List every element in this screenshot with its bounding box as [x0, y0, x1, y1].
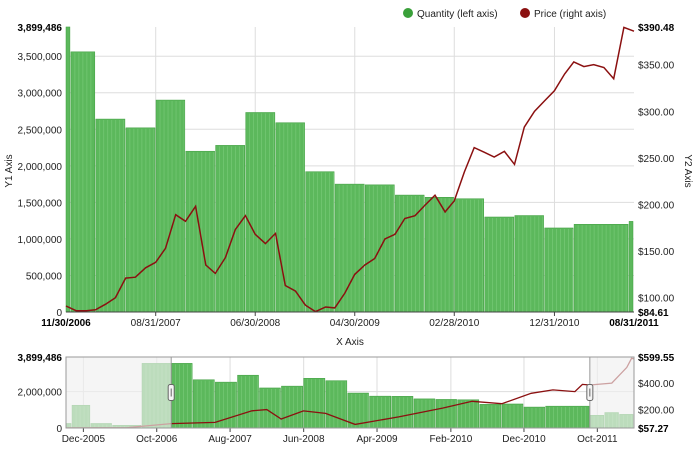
y2-tick-label: $200.00 [638, 405, 675, 416]
x-tick-label: Oct-2006 [136, 434, 178, 445]
y1-tick-label: 2,000,000 [18, 388, 63, 399]
x-tick-label: Aug-2007 [208, 434, 252, 445]
y1-max-label: 3,899,486 [18, 353, 63, 364]
legend: Quantity (left axis) Price (right axis) [403, 8, 606, 20]
quantity-bar[interactable] [628, 221, 634, 313]
quantity-bar[interactable] [523, 406, 545, 429]
navigator-mask-right [589, 357, 634, 428]
y2-tick-label: $350.00 [638, 61, 675, 72]
x-tick-label: 12/31/2010 [529, 318, 579, 329]
y2-tick-label: $300.00 [638, 107, 675, 118]
quantity-bar[interactable] [259, 387, 281, 429]
x-tick-label: Oct-2011 [577, 434, 618, 445]
y2-max-label: $390.48 [638, 23, 675, 34]
x-axis-title: X Axis [336, 337, 364, 348]
x-start-label: 11/30/2006 [41, 318, 91, 329]
y1-axis-title: Y1 Axis [4, 154, 15, 187]
quantity-bar[interactable] [237, 374, 259, 429]
quantity-bar[interactable] [573, 224, 629, 313]
quantity-bar[interactable] [65, 26, 71, 313]
quantity-bar[interactable] [155, 99, 186, 313]
quantity-bar[interactable] [275, 122, 305, 313]
quantity-bar[interactable] [484, 216, 515, 313]
x-tick-label: Dec-2005 [62, 434, 106, 445]
navigator-chart[interactable]: 0 2,000,000 3,899,486 $200.00 $400.00 $599.55… [18, 353, 675, 445]
quantity-bar[interactable] [545, 405, 590, 429]
y1-tick-label: 3,000,000 [18, 89, 63, 100]
y2-tick-label: $150.00 [638, 247, 675, 258]
y1-tick-label: 500,000 [26, 271, 63, 282]
quantity-bar[interactable] [479, 404, 502, 429]
quantity-bar[interactable] [514, 215, 544, 313]
quantity-bar[interactable] [245, 112, 276, 313]
y1-tick-label: 1,500,000 [18, 198, 63, 209]
y1-tick-label: 0 [56, 308, 62, 319]
navigator-outline [65, 356, 635, 429]
y1-tick-label: 2,500,000 [18, 125, 63, 136]
price-line[interactable] [65, 26, 635, 313]
legend-quantity-marker [403, 8, 413, 18]
quantity-bar[interactable] [454, 198, 484, 313]
y2-tick-label: $100.00 [638, 294, 675, 305]
x-tick-label: Feb-2010 [429, 434, 472, 445]
y2-tick-label: $400.00 [638, 379, 675, 390]
y2-axis-title: Y2 Axis [682, 154, 693, 187]
y2-max-label: $599.55 [638, 353, 675, 364]
x-tick-label: 08/31/2007 [131, 318, 181, 329]
quantity-bar[interactable] [192, 379, 215, 429]
x-tick-label: Jun-2008 [283, 434, 325, 445]
x-tick-label: 02/28/2010 [429, 318, 479, 329]
y1-tick-label: 0 [56, 424, 62, 435]
quantity-bar[interactable] [334, 183, 365, 313]
quantity-bar[interactable] [281, 385, 303, 429]
y2-min-label: $84.61 [638, 308, 669, 319]
legend-item-price[interactable]: Price (right axis) [520, 8, 606, 20]
x-tick-label: Dec-2010 [502, 434, 546, 445]
quantity-bar[interactable] [125, 127, 156, 313]
y1-tick-label: 2,000,000 [18, 162, 63, 173]
y1-tick-label: 3,500,000 [18, 52, 63, 63]
legend-price-label: Price (right axis) [534, 9, 606, 20]
legend-item-quantity[interactable]: Quantity (left axis) [403, 8, 498, 20]
legend-price-marker [520, 8, 530, 18]
navigator-mask-left [66, 357, 172, 428]
main-chart: 0 500,000 1,000,000 1,500,000 2,000,000 2,500… [18, 23, 675, 329]
quantity-bar[interactable] [391, 396, 414, 429]
quantity-bar[interactable] [501, 403, 524, 429]
y1-tick-label: 1,000,000 [18, 235, 63, 246]
y2-min-label: $57.27 [638, 424, 669, 435]
quantity-bar[interactable] [215, 145, 245, 313]
quantity-bar[interactable] [369, 395, 391, 429]
quantity-bar[interactable] [303, 378, 326, 429]
quantity-bar[interactable] [395, 194, 425, 313]
y2-tick-label: $200.00 [638, 200, 675, 211]
legend-quantity-label: Quantity (left axis) [417, 9, 498, 20]
quantity-bar[interactable] [95, 118, 126, 313]
x-tick-label: 06/30/2008 [230, 318, 280, 329]
quantity-bar[interactable] [325, 380, 348, 429]
y2-tick-label: $250.00 [638, 154, 675, 165]
x-tick-label: 04/30/2009 [330, 318, 380, 329]
y1-max-label: 3,899,486 [18, 23, 63, 34]
x-tick-label: Apr-2009 [356, 434, 398, 445]
quantity-bar[interactable] [435, 399, 457, 429]
x-end-label: 08/31/2011 [609, 318, 659, 329]
